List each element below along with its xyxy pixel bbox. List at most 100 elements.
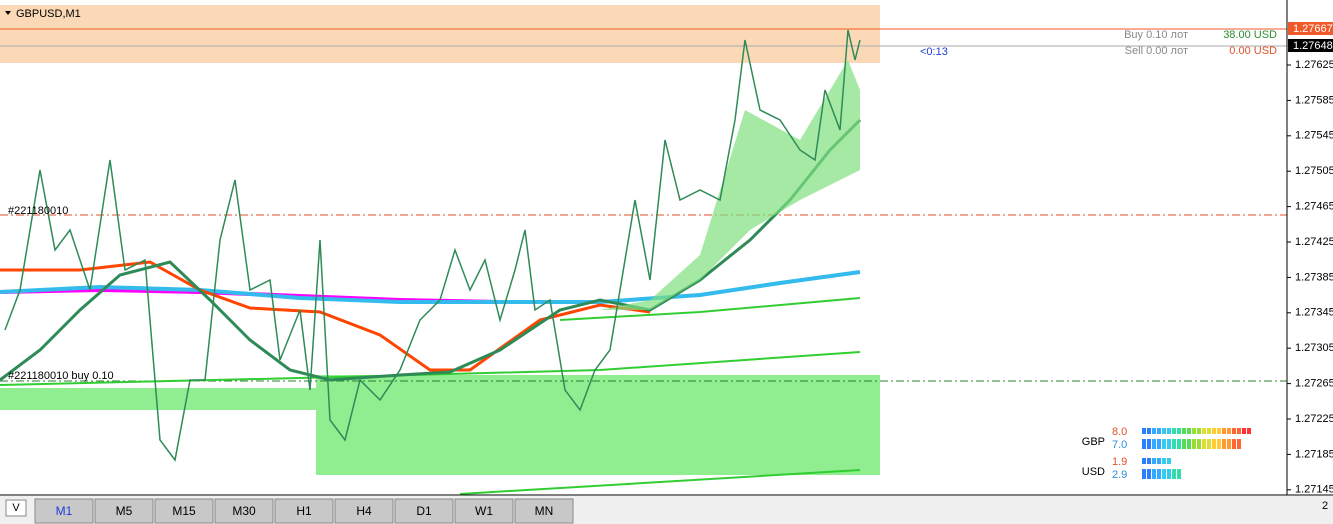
strength-cell (1227, 428, 1231, 434)
currency: USD (1082, 466, 1105, 478)
timeframe-button[interactable] (394, 498, 454, 524)
sell-label[interactable]: Sell 0.00 лот (1125, 45, 1188, 57)
strength-cell (1187, 439, 1191, 449)
band (600, 60, 860, 310)
buy-profit: 38.00 USD (1223, 29, 1277, 41)
strength-cell (1182, 439, 1186, 449)
strength-cell (1212, 428, 1216, 434)
axis-label: 1.27225 (1295, 413, 1333, 425)
strength-cell (1157, 458, 1161, 464)
strength-cell (1152, 428, 1156, 434)
axis-label: 1.27185 (1295, 448, 1333, 460)
axis-label: 1.27145 (1295, 484, 1333, 496)
bid-price: 1.27648 (1293, 40, 1333, 52)
axis-label: 1.27585 (1295, 94, 1333, 106)
timeframe-button[interactable] (154, 498, 214, 524)
ma (0, 351, 861, 386)
axis-label: 1.27625 (1295, 59, 1333, 71)
timer: <0:13 (920, 46, 948, 58)
timeframe-button[interactable] (274, 498, 334, 524)
strength-cell (1177, 439, 1181, 449)
strength-cell (1192, 439, 1196, 449)
timeframe-button[interactable] (514, 498, 574, 524)
strength-cell (1217, 439, 1221, 449)
strength-cell (1192, 428, 1196, 434)
timeframe-label[interactable]: M30 (232, 504, 256, 518)
timeframe-button[interactable] (214, 498, 274, 524)
strength-cell (1162, 469, 1166, 479)
timeframe-button[interactable] (334, 498, 394, 524)
strength-cell (1147, 469, 1151, 479)
timeframe-label[interactable]: M1 (56, 504, 73, 518)
strength-cell (1222, 428, 1226, 434)
timeframe-label[interactable]: M5 (116, 504, 133, 518)
strength-cell (1172, 428, 1176, 434)
strength-cell (1142, 439, 1146, 449)
timeframe-label[interactable]: D1 (416, 504, 432, 518)
strength-cell (1212, 439, 1216, 449)
strength-cell (1147, 458, 1151, 464)
strength-cell (1177, 428, 1181, 434)
strength-cell (1232, 439, 1236, 449)
timeframe-label[interactable]: MN (535, 504, 554, 518)
strength-cell (1157, 428, 1161, 434)
axis-label: 1.27425 (1295, 236, 1333, 248)
strength-cell (1167, 428, 1171, 434)
timeframe-label[interactable]: W1 (475, 504, 493, 518)
strength-cell (1142, 428, 1146, 434)
timeframe-button[interactable] (94, 498, 154, 524)
position-label: #221180010 buy 0.10 (8, 370, 114, 382)
strength-value: 8.0 (1112, 426, 1127, 438)
menu-arrow[interactable] (5, 11, 11, 15)
bid-box (1288, 39, 1333, 52)
strength-cell (1232, 428, 1236, 434)
timeframe-button[interactable] (34, 498, 94, 524)
strength-cell (1157, 469, 1161, 479)
strength-cell (1167, 458, 1171, 464)
order-label: #221180010 (8, 205, 68, 217)
axis-label: 1.27265 (1295, 378, 1333, 390)
strength-cell (1222, 439, 1226, 449)
strength-cell (1167, 439, 1171, 449)
strength-cell (1217, 428, 1221, 434)
sell-zone (0, 5, 880, 63)
buy-label[interactable]: Buy 0.10 лот (1124, 29, 1188, 41)
ma (0, 118, 862, 382)
ma (559, 297, 861, 321)
menu-button-label[interactable]: V (12, 502, 20, 514)
strength-cell (1172, 439, 1176, 449)
timeframe-label[interactable]: H4 (356, 504, 372, 518)
currency-strength: GBP 8.07.0 USD 1.92.9 (1082, 426, 1251, 481)
sell-profit: 0.00 USD (1229, 45, 1277, 57)
currency: GBP (1082, 436, 1105, 448)
strength-cell (1197, 439, 1201, 449)
axis-label: 1.27385 (1295, 271, 1333, 283)
ma (459, 469, 861, 495)
strength-cell (1152, 439, 1156, 449)
strength-cell (1202, 428, 1206, 434)
timeframe-label[interactable]: M15 (172, 504, 196, 518)
strength-cell (1147, 439, 1151, 449)
strength-cell (1187, 428, 1191, 434)
strength-cell (1207, 439, 1211, 449)
menu-button[interactable] (5, 499, 27, 517)
strength-cell (1237, 439, 1241, 449)
axis-label: 1.27505 (1295, 165, 1333, 177)
timeframe-label[interactable]: H1 (296, 504, 312, 518)
price-axis: 1.27625 1.27585 1.27545 1.27505 1.27465 1.274… (1287, 59, 1333, 496)
strength-cell (1152, 458, 1156, 464)
axis-label: 1.27465 (1295, 201, 1333, 213)
symbol: GBPUSD,M1 (16, 8, 81, 20)
strength-cell (1237, 428, 1241, 434)
price (4, 29, 861, 462)
strength-cell (1247, 428, 1251, 434)
strength-cell (1207, 428, 1211, 434)
axis-label: 1.27345 (1295, 307, 1333, 319)
strength-cell (1162, 458, 1166, 464)
strength-value: 1.9 (1112, 456, 1127, 468)
ma (0, 270, 861, 304)
strength-cell (1177, 469, 1181, 479)
page: 2 (1322, 500, 1328, 512)
timeframe-button[interactable] (454, 498, 514, 524)
